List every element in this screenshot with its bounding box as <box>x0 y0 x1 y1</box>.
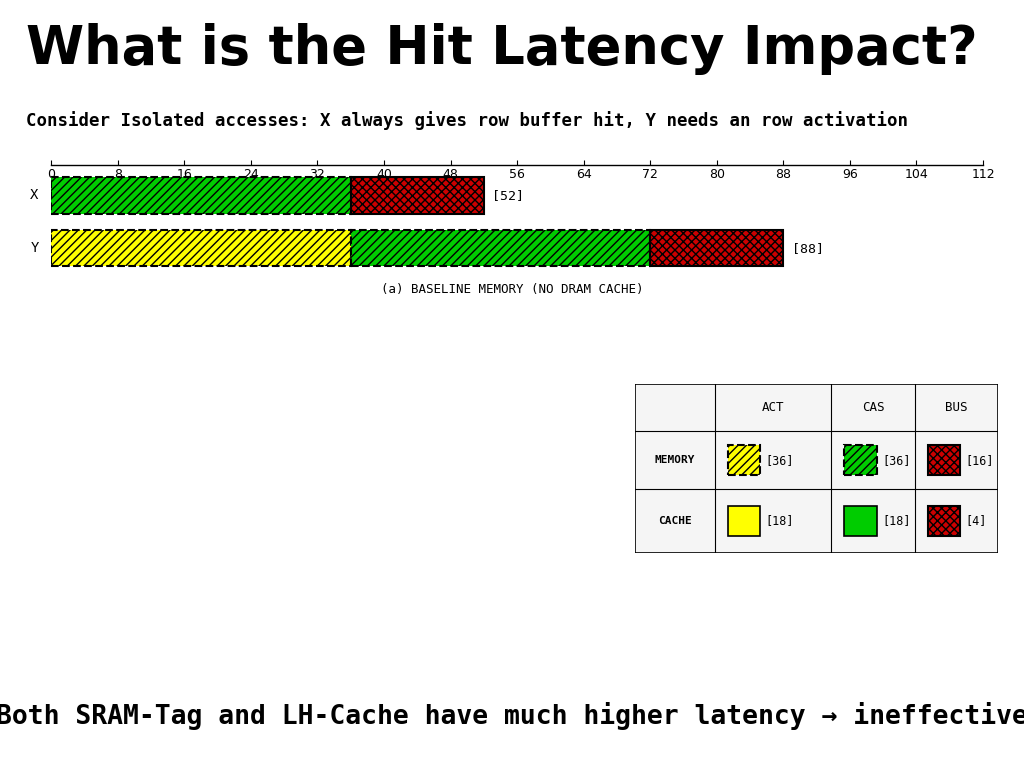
Text: [18]: [18] <box>766 515 795 528</box>
Bar <box>51 230 350 266</box>
Bar <box>350 230 650 266</box>
Text: CAS: CAS <box>862 401 885 414</box>
Text: CACHE: CACHE <box>658 516 692 526</box>
Bar <box>844 445 877 475</box>
Bar <box>928 505 961 536</box>
Text: [4]: [4] <box>966 515 987 528</box>
Text: X: X <box>31 188 39 202</box>
Bar <box>928 445 961 475</box>
Text: ACT: ACT <box>762 401 784 414</box>
Text: Y: Y <box>31 241 39 255</box>
Bar <box>844 505 877 536</box>
Bar <box>728 505 760 536</box>
Text: MEMORY: MEMORY <box>654 455 695 465</box>
Text: [18]: [18] <box>882 515 910 528</box>
Bar <box>728 445 760 475</box>
Text: BUS: BUS <box>945 401 968 414</box>
Text: [16]: [16] <box>966 454 994 466</box>
Bar <box>650 230 783 266</box>
Text: [52]: [52] <box>493 189 524 201</box>
Bar <box>350 177 483 214</box>
Text: Consider Isolated accesses: X always gives row buffer hit, Y needs an row activa: Consider Isolated accesses: X always giv… <box>26 111 907 131</box>
Text: Both SRAM-Tag and LH-Cache have much higher latency → ineffective: Both SRAM-Tag and LH-Cache have much hig… <box>0 702 1024 730</box>
Bar <box>51 177 350 214</box>
Text: What is the Hit Latency Impact?: What is the Hit Latency Impact? <box>26 23 977 75</box>
Text: [36]: [36] <box>882 454 910 466</box>
Text: [36]: [36] <box>766 454 795 466</box>
Text: (a) BASELINE MEMORY (NO DRAM CACHE): (a) BASELINE MEMORY (NO DRAM CACHE) <box>381 283 643 296</box>
Text: [88]: [88] <box>792 242 823 254</box>
